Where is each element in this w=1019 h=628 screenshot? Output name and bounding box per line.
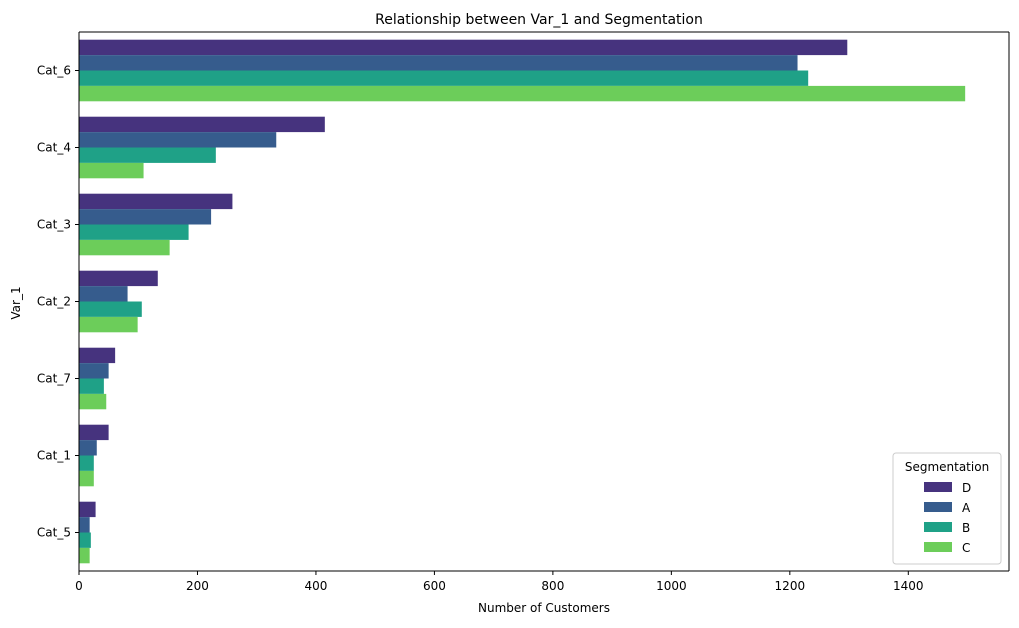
- chart-title: Relationship between Var_1 and Segmentat…: [375, 12, 703, 28]
- bar-cat-5-b: [79, 532, 91, 548]
- bar-cat-4-b: [79, 147, 216, 163]
- x-tick-label: 200: [186, 579, 209, 593]
- x-tick-label: 1400: [893, 579, 924, 593]
- bar-cat-7-d: [79, 347, 116, 364]
- y-tick-label: Cat_2: [37, 295, 71, 309]
- x-tick-label: 0: [75, 579, 83, 593]
- bar-cat-7-a: [79, 363, 109, 379]
- bar-cat-7-c: [79, 393, 107, 410]
- bar-cat-6-d: [79, 39, 848, 56]
- x-tick-label: 800: [541, 579, 564, 593]
- legend-title: Segmentation: [905, 460, 989, 474]
- x-axis-label: Number of Customers: [478, 601, 610, 615]
- bar-cat-5-d: [79, 501, 96, 518]
- ticks-layer: 0 200 400 600 800 1000 1200 1400 Cat_6 Cat_4 Cat_3…: [37, 64, 924, 594]
- bar-cat-1-a: [79, 440, 97, 456]
- bar-cat-3-d: [79, 193, 233, 210]
- bar-cat-7-b: [79, 378, 104, 394]
- bar-cat-6-b: [79, 70, 809, 86]
- bar-cat-3-a: [79, 209, 212, 225]
- bar-cat-4-d: [79, 116, 325, 133]
- legend-swatch-d: [924, 482, 952, 492]
- x-tick-label: 1200: [775, 579, 806, 593]
- bars-layer: [79, 39, 966, 564]
- bar-cat-1-d: [79, 424, 109, 441]
- bar-cat-4-a: [79, 132, 277, 148]
- bar-cat-5-a: [79, 517, 90, 533]
- y-tick-label: Cat_5: [37, 526, 71, 540]
- bar-cat-3-c: [79, 239, 170, 256]
- bar-cat-2-b: [79, 301, 142, 317]
- y-tick-label: Cat_3: [37, 218, 71, 232]
- bar-cat-1-b: [79, 455, 94, 471]
- axes-layer: [78, 31, 1010, 572]
- legend-label-a: A: [962, 501, 971, 515]
- bar-cat-4-c: [79, 162, 144, 179]
- legend-swatch-b: [924, 522, 952, 532]
- legend-label-c: C: [962, 541, 970, 555]
- bar-cat-1-c: [79, 470, 94, 487]
- bar-cat-2-c: [79, 316, 138, 333]
- y-tick-label: Cat_1: [37, 449, 71, 463]
- y-axis-label: Var_1: [9, 286, 23, 319]
- bar-cat-3-b: [79, 224, 189, 240]
- bar-cat-5-c: [79, 547, 90, 564]
- y-tick-label: Cat_7: [37, 372, 71, 386]
- y-tick-label: Cat_4: [37, 141, 71, 155]
- x-tick-label: 400: [304, 579, 327, 593]
- legend-swatch-a: [924, 502, 952, 512]
- bar-cat-6-a: [79, 55, 798, 71]
- bar-cat-2-d: [79, 270, 158, 287]
- y-tick-label: Cat_6: [37, 64, 71, 78]
- legend-label-b: B: [962, 521, 970, 535]
- x-tick-label: 600: [423, 579, 446, 593]
- legend-swatch-c: [924, 542, 952, 552]
- legend-label-d: D: [962, 481, 971, 495]
- bar-cat-6-c: [79, 85, 966, 102]
- x-tick-label: 1000: [656, 579, 687, 593]
- bar-cat-2-a: [79, 286, 128, 302]
